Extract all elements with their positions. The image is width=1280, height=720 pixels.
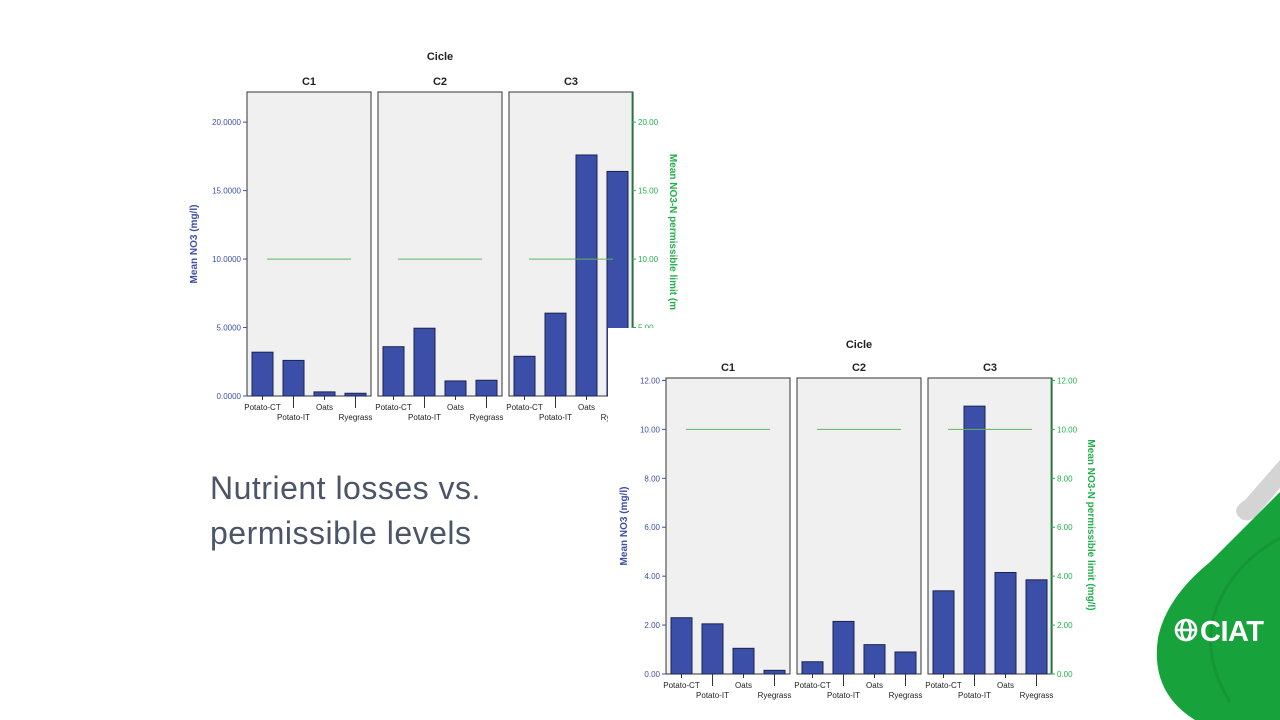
y-right-tick-label: 15.00 — [638, 187, 659, 196]
y-tick-label: 6.00 — [644, 523, 660, 532]
logo-inner-curve — [1208, 536, 1280, 703]
panel-frame — [377, 91, 503, 397]
bar — [701, 623, 724, 675]
category-label: Potato-CT — [506, 403, 543, 412]
category-label: Potato-IT — [827, 691, 860, 700]
y-axis-right-label: Mean NO3-N permissible limit (mg/l) — [1085, 439, 1096, 610]
bar — [994, 571, 1017, 675]
category-label: Potato-IT — [696, 691, 729, 700]
y-tick-label: 0.00 — [644, 670, 660, 679]
y-axis-label: Mean NO3 (mg/l) — [619, 487, 630, 566]
y-tick-label: 12.00 — [640, 376, 661, 385]
logo-text: CIAT — [1200, 616, 1264, 648]
category-label: Ryegrass — [758, 691, 792, 700]
panel-header: C3 — [564, 76, 578, 88]
y-right-tick-label: 8.00 — [1057, 474, 1073, 483]
y-tick-label: 10.00 — [640, 425, 661, 434]
category-label: Oats — [735, 681, 752, 690]
category-label: Ryegrass — [339, 413, 373, 422]
y-right-tick-label: 20.00 — [638, 118, 659, 127]
category-label: Potato-CT — [925, 681, 962, 690]
category-label: Oats — [578, 403, 595, 412]
bar — [732, 647, 755, 675]
y-tick-label: 2.00 — [644, 621, 660, 630]
ciat-logo: CIAT — [1156, 460, 1280, 720]
category-label: Ryegrass — [889, 691, 923, 700]
y-tick-label: 10.0000 — [212, 255, 241, 264]
category-label: Potato-CT — [244, 403, 281, 412]
bar — [1025, 579, 1048, 675]
bar — [832, 620, 855, 675]
category-label: Oats — [866, 681, 883, 690]
category-label: Potato-IT — [277, 413, 310, 422]
category-label: Oats — [997, 681, 1014, 690]
category-label: Ryegrass — [1020, 691, 1054, 700]
caption-line-1: Nutrient losses vs. — [210, 470, 481, 506]
category-label: Ryegrass — [470, 413, 504, 422]
y-axis-right-label: Mean NO3-N permissible limit (m — [667, 154, 678, 310]
panel-header: C2 — [852, 362, 866, 374]
y-right-tick-label: 4.00 — [1057, 572, 1073, 581]
panel-header: C1 — [302, 76, 316, 88]
y-axis-label: Mean NO3 (mg/l) — [189, 205, 200, 284]
y-tick-label: 5.0000 — [217, 324, 242, 333]
y-tick-label: 20.0000 — [212, 118, 241, 127]
globe-icon — [1174, 618, 1198, 642]
y-right-tick-label: 10.00 — [638, 255, 659, 264]
bar — [670, 617, 693, 675]
category-label: Oats — [447, 403, 464, 412]
panel-frame — [796, 377, 922, 675]
y-tick-label: 8.00 — [644, 474, 660, 483]
bar — [801, 661, 824, 675]
y-tick-label: 0.0000 — [217, 392, 242, 401]
y-right-tick-label: 10.00 — [1057, 425, 1078, 434]
category-label: Oats — [316, 403, 333, 412]
category-label: Potato-IT — [539, 413, 572, 422]
panel-header: C2 — [433, 76, 447, 88]
y-right-tick-label: 0.00 — [1057, 670, 1073, 679]
category-label: Potato-CT — [375, 403, 412, 412]
chart-title: Cicle — [427, 51, 453, 63]
category-label: Potato-CT — [794, 681, 831, 690]
logo-gray-stripe — [1236, 460, 1280, 521]
bar — [894, 651, 917, 675]
bar — [763, 669, 786, 675]
y-tick-label: 4.00 — [644, 572, 660, 581]
panel-header: C3 — [983, 362, 997, 374]
category-label: Potato-IT — [408, 413, 441, 422]
slide-caption: Nutrient losses vs. permissible levels — [210, 466, 570, 556]
panel-frame — [246, 91, 372, 397]
panel-header: C1 — [721, 362, 735, 374]
category-label: Potato-IT — [958, 691, 991, 700]
bar — [963, 405, 986, 675]
y-right-tick-label: 12.00 — [1057, 376, 1078, 385]
bar — [863, 644, 886, 675]
bar — [932, 590, 955, 675]
y-right-tick-label: 2.00 — [1057, 621, 1073, 630]
category-label: Potato-CT — [663, 681, 700, 690]
caption-line-2: permissible levels — [210, 515, 472, 551]
y-right-tick-label: 6.00 — [1057, 523, 1073, 532]
y-tick-label: 15.0000 — [212, 187, 241, 196]
chart-title: Cicle — [846, 339, 872, 351]
